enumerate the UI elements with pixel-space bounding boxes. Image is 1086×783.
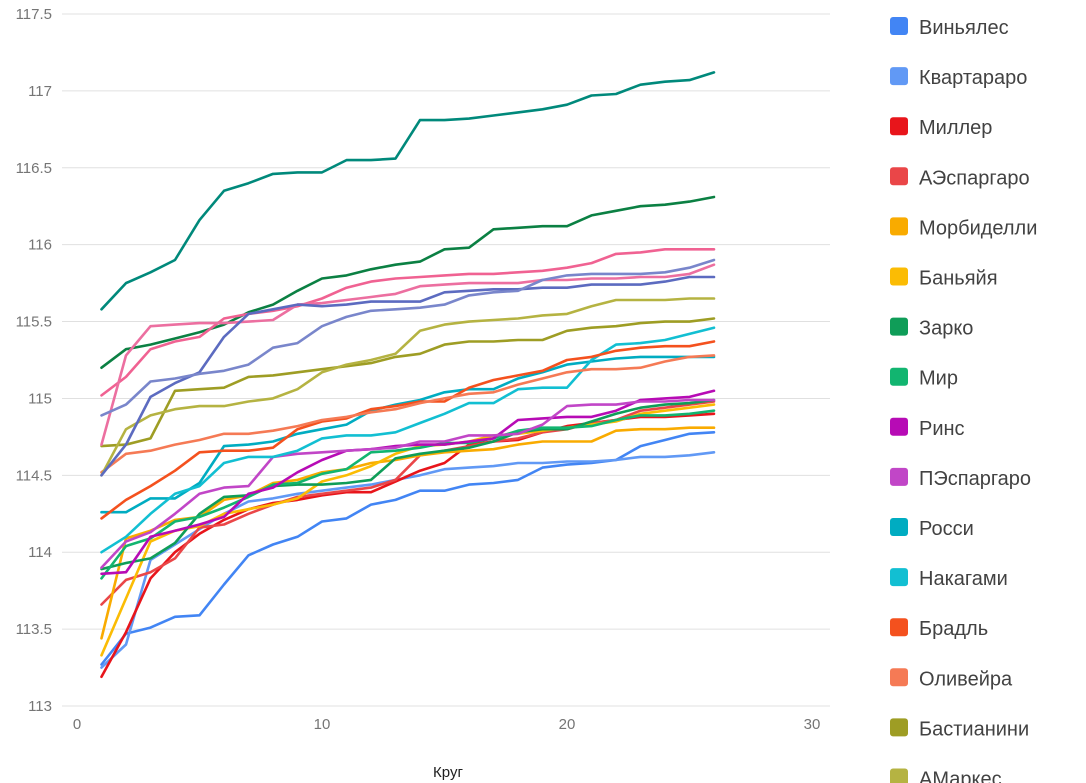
series-line-16	[100, 297, 716, 477]
y-axis-ticks: 113 113.5 114 114.5 115 115.5 116 116.5 117 117.5	[16, 6, 52, 715]
y-tick-label: 113	[28, 698, 52, 715]
legend-item: Оливейра	[890, 668, 1013, 690]
legend-item: Брадль	[890, 618, 988, 640]
legend-swatch	[890, 417, 908, 436]
legend-swatch	[890, 568, 908, 587]
legend-label: Росси	[919, 518, 974, 540]
legend-swatch	[890, 367, 908, 386]
legend-item: АМаркес	[890, 769, 1002, 783]
series-line-13	[100, 340, 716, 520]
series-line-20	[100, 263, 716, 446]
series-line-14	[100, 354, 716, 474]
legend-swatch	[890, 317, 908, 336]
series-line-2	[100, 450, 716, 669]
legend-label: Зарко	[919, 318, 973, 340]
legend-label: Виньялес	[919, 17, 1009, 39]
legend-label: Ринс	[919, 418, 965, 440]
legend-item: Бастианини	[890, 718, 1029, 740]
legend-item: Миллер	[890, 117, 992, 139]
gridlines	[62, 13, 830, 707]
legend-swatch	[890, 267, 908, 286]
legend-swatch	[890, 668, 908, 687]
legend-label: Брадль	[919, 618, 988, 640]
y-tick-label: 115	[28, 390, 52, 407]
series-line-19	[100, 248, 716, 397]
legend-label: Накагами	[919, 568, 1008, 590]
legend-label: Оливейра	[919, 668, 1013, 690]
legend-swatch	[890, 17, 908, 35]
x-tick-label: 30	[804, 716, 821, 733]
series-line-18	[100, 195, 716, 370]
series-line-22	[100, 258, 716, 417]
y-tick-label: 113.5	[16, 621, 52, 638]
legend-swatch	[890, 117, 908, 136]
legend-label: Морбиделли	[919, 217, 1037, 239]
y-tick-label: 114	[28, 544, 52, 561]
x-axis-ticks: 0 10 20 30	[73, 716, 821, 733]
legend-swatch	[890, 768, 908, 783]
legend-item: Ринс	[890, 417, 965, 440]
series-line-4	[100, 400, 716, 606]
legend-swatch	[890, 67, 908, 86]
legend-item: Квартараро	[890, 67, 1027, 89]
series-line-15	[100, 317, 716, 448]
legend-label: Бастианини	[919, 718, 1029, 740]
legend-item: Зарко	[890, 317, 973, 340]
x-tick-label: 20	[559, 716, 576, 733]
legend-item: Баньяйя	[890, 267, 998, 290]
legend-label: Квартараро	[919, 67, 1027, 89]
legend-swatch	[890, 718, 908, 737]
legend-swatch	[890, 217, 908, 236]
legend-swatch	[890, 618, 908, 637]
legend-item: Виньялес	[890, 17, 1009, 39]
legend-label: АМаркес	[919, 769, 1002, 783]
legend-item: Мир	[890, 367, 958, 390]
y-tick-label: 116	[28, 237, 52, 254]
y-tick-label: 117.5	[16, 6, 52, 23]
x-tick-label: 10	[314, 716, 331, 733]
legend-label: Баньяйя	[919, 268, 998, 290]
x-axis-title: Круг	[433, 764, 463, 781]
y-tick-label: 114.5	[16, 467, 52, 484]
legend-item: Росси	[890, 518, 974, 540]
legend-label: АЭспаргаро	[919, 167, 1030, 189]
series-line-7	[100, 398, 716, 571]
series-line-17	[100, 71, 716, 311]
x-tick-label: 0	[73, 716, 81, 733]
series-line-21	[100, 275, 716, 477]
legend-item: Морбиделли	[890, 217, 1037, 239]
y-tick-label: 117	[28, 83, 52, 100]
legend-item: Накагами	[890, 568, 1008, 590]
legend-label: ПЭспаргаро	[919, 468, 1031, 490]
legend: Виньялес Квартараро Миллер АЭспаргаро Морбид…	[890, 17, 1037, 783]
legend-swatch	[890, 518, 908, 536]
legend-label: Миллер	[919, 117, 992, 139]
series-line-8	[100, 409, 716, 580]
legend-label: Мир	[919, 368, 958, 390]
y-tick-label: 116.5	[16, 160, 52, 177]
series-line-11	[100, 355, 716, 514]
legend-item: ПЭспаргаро	[890, 467, 1031, 490]
legend-swatch	[890, 467, 908, 486]
series-line-3	[100, 412, 716, 679]
series-lines	[100, 71, 716, 679]
series-line-12	[100, 326, 716, 554]
legend-swatch	[890, 167, 908, 186]
legend-item: АЭспаргаро	[890, 167, 1030, 189]
series-line-10	[100, 398, 716, 569]
y-tick-label: 115.5	[16, 314, 52, 331]
